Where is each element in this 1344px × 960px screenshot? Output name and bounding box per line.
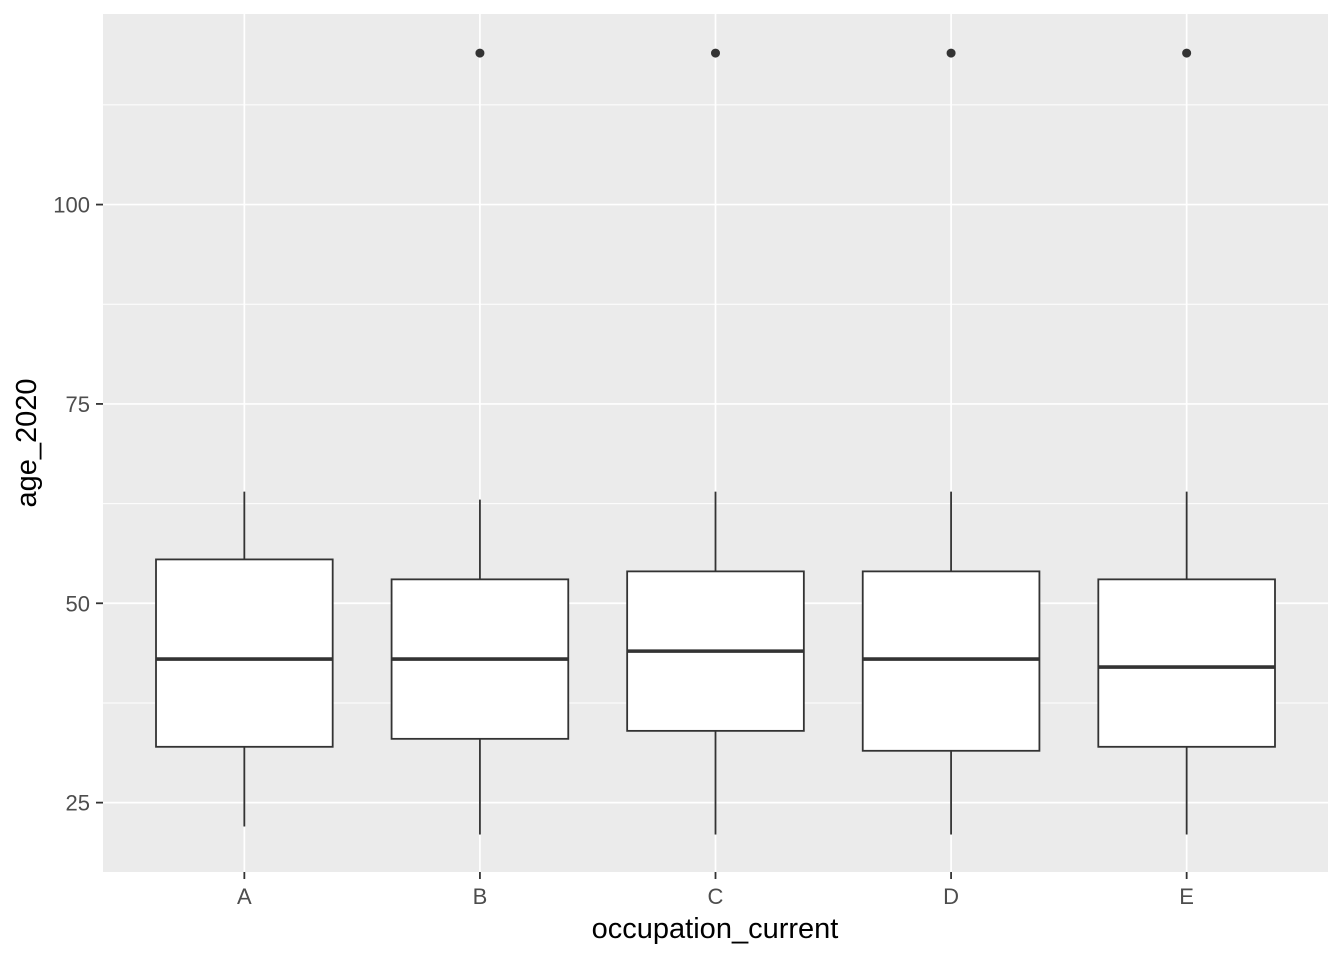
box-E	[1097, 578, 1276, 748]
outlier-point	[946, 48, 956, 58]
x-tick-label: E	[1179, 884, 1194, 909]
plot-elements: 25 50 75 100 A B C D E	[53, 14, 1328, 909]
y-tick-label: 25	[66, 791, 90, 816]
outlier-point	[711, 48, 720, 58]
y-tick-label: 75	[66, 392, 90, 417]
box-A	[155, 558, 334, 748]
x-axis-title: occupation_current	[592, 913, 839, 945]
y-tick-label: 100	[53, 193, 90, 218]
x-tick-label: C	[708, 884, 724, 909]
y-tick-label: 50	[66, 591, 90, 616]
box-D	[861, 570, 1041, 752]
x-tick-label: B	[473, 884, 488, 909]
x-tick-label: A	[237, 884, 252, 909]
y-axis-title: age_2020	[11, 378, 43, 507]
outlier-point	[1182, 48, 1192, 58]
outlier-point	[475, 48, 485, 58]
x-tick-label: D	[943, 884, 959, 909]
